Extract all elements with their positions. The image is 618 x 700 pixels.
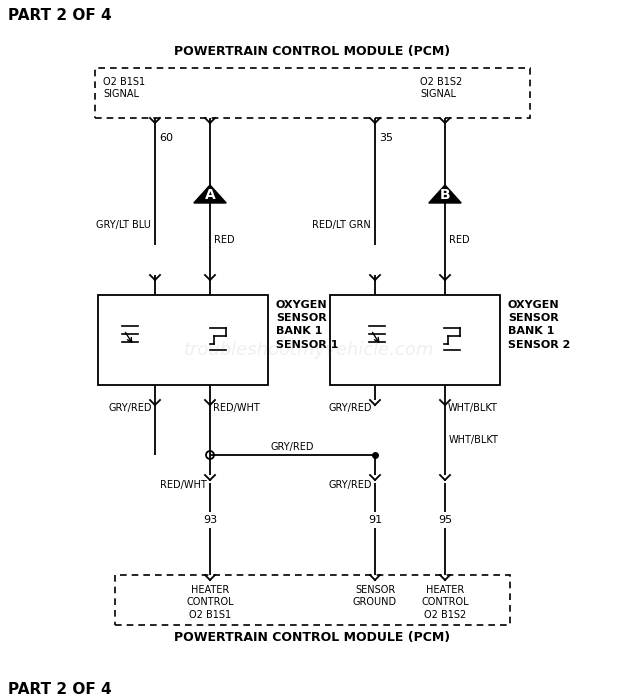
Text: GRY/RED: GRY/RED [270, 442, 314, 452]
Text: RED/WHT: RED/WHT [213, 403, 260, 413]
Text: HEATER
CONTROL
O2 B1S2: HEATER CONTROL O2 B1S2 [421, 585, 469, 620]
Text: RED: RED [449, 235, 470, 245]
Bar [95, 68, 530, 118]
Text: 91: 91 [368, 515, 382, 525]
Text: A: A [205, 188, 216, 202]
Text: GRY/RED: GRY/RED [329, 403, 372, 413]
Text: SENSOR
GROUND: SENSOR GROUND [353, 585, 397, 608]
Text: O2 B1S2
SIGNAL: O2 B1S2 SIGNAL [420, 77, 462, 99]
Text: PART 2 OF 4: PART 2 OF 4 [8, 682, 112, 697]
Text: WHT/BLKT: WHT/BLKT [448, 403, 498, 413]
Bar [98, 295, 268, 385]
Text: OXYGEN
SENSOR
BANK 1
SENSOR 1: OXYGEN SENSOR BANK 1 SENSOR 1 [276, 300, 339, 349]
Bar [330, 295, 500, 385]
Text: GRY/RED: GRY/RED [329, 480, 372, 490]
Polygon shape [194, 185, 226, 203]
Text: WHT/BLKT: WHT/BLKT [449, 435, 499, 445]
Text: RED/WHT: RED/WHT [160, 480, 207, 490]
Text: RED: RED [214, 235, 235, 245]
Text: HEATER
CONTROL
O2 B1S1: HEATER CONTROL O2 B1S1 [186, 585, 234, 620]
Bar [115, 575, 510, 625]
Text: 60: 60 [159, 133, 173, 143]
Text: GRY/LT BLU: GRY/LT BLU [96, 220, 151, 230]
Text: PART 2 OF 4: PART 2 OF 4 [8, 8, 112, 22]
Text: 95: 95 [438, 515, 452, 525]
Text: troubleshootmyvehicle.com: troubleshootmyvehicle.com [184, 341, 434, 359]
Text: POWERTRAIN CONTROL MODULE (PCM): POWERTRAIN CONTROL MODULE (PCM) [174, 631, 450, 643]
Text: RED/LT GRN: RED/LT GRN [312, 220, 371, 230]
Text: O2 B1S1
SIGNAL: O2 B1S1 SIGNAL [103, 77, 145, 99]
Text: OXYGEN
SENSOR
BANK 1
SENSOR 2: OXYGEN SENSOR BANK 1 SENSOR 2 [508, 300, 570, 349]
Polygon shape [429, 185, 461, 203]
Text: 93: 93 [203, 515, 217, 525]
Text: POWERTRAIN CONTROL MODULE (PCM): POWERTRAIN CONTROL MODULE (PCM) [174, 46, 450, 59]
Text: B: B [439, 188, 451, 202]
Text: 35: 35 [379, 133, 393, 143]
Text: GRY/RED: GRY/RED [109, 403, 152, 413]
